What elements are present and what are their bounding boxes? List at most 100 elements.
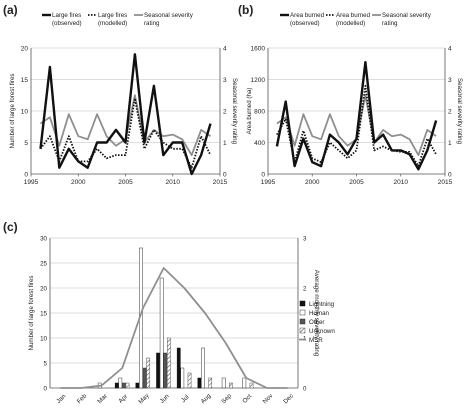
bar-human: [180, 367, 185, 389]
y-tick-label: 0: [44, 386, 48, 393]
y2-tick-label: 3: [448, 77, 452, 84]
panel-a-series: [39, 53, 212, 176]
panel-c-label: (c): [3, 220, 18, 234]
bar-human: [159, 277, 164, 389]
bar-other: [142, 367, 147, 389]
x-tick-label: 2005: [118, 179, 133, 186]
panel-c-axes: 0510152025300123JanFebMarAprMayJunJulAug…: [28, 236, 320, 406]
y-axis-label: Area burned (ha): [246, 88, 253, 135]
legend-label: rating: [382, 20, 398, 27]
y-tick-label: 400: [254, 140, 265, 147]
bar-unknown: [229, 382, 233, 389]
bar-lightning: [197, 377, 202, 389]
panel-c-monthly-fires: (c) 0510152025300123JanFebMarAprMayJunJu…: [3, 220, 335, 406]
bar-unknown: [187, 372, 192, 389]
y-tick-label: 1600: [251, 46, 266, 53]
x-tick-label: 2000: [71, 179, 86, 186]
y-tick-label: 5: [24, 140, 28, 147]
legend-label: Unknown: [309, 328, 335, 335]
x-tick-label: Oct: [241, 393, 253, 405]
legend-label: Seasonal severity: [382, 12, 432, 19]
x-tick-label: May: [137, 392, 151, 406]
panel-c-series: [60, 267, 288, 389]
y2-tick-label: 2: [223, 109, 227, 116]
y2-tick-label: 1: [448, 140, 452, 147]
y-tick-label: 30: [40, 236, 47, 243]
legend-label: Human: [309, 310, 330, 317]
y-tick-label: 25: [40, 261, 47, 268]
legend-label: Area burned: [290, 12, 325, 19]
bar-lightning: [156, 352, 160, 389]
y2-tick-label: 4: [448, 46, 452, 53]
panel-b-series: [275, 61, 438, 171]
bar-unknown: [208, 377, 213, 389]
legend-label: Seasonal severity: [144, 12, 194, 19]
series-line-large-fires-modelled-: [39, 97, 212, 169]
legend-swatch: [299, 318, 306, 325]
legend-label: (modelled): [98, 20, 127, 27]
bar-human: [221, 377, 226, 389]
x-tick-label: 1995: [24, 179, 39, 186]
bar-lightning: [176, 347, 181, 389]
x-tick-label: Dec: [282, 393, 295, 406]
panel-c-legend: Lightning Human Other Unknown MSR: [299, 300, 335, 344]
legend-label: (observed): [52, 20, 82, 27]
panel-b-axes: 0 400 800 1200 1600 0 1 2 3 4 1995 2000 2005 2010 2015…: [246, 46, 463, 187]
bar-human: [242, 377, 247, 389]
panel-c-grid: [50, 237, 298, 364]
bar-human: [201, 347, 205, 389]
x-tick-label: Feb: [76, 392, 89, 405]
x-tick-label: 2015: [438, 179, 453, 186]
y-tick-label: 20: [21, 46, 29, 53]
y-tick-label: 5: [44, 361, 48, 368]
y-tick-label: 0: [24, 172, 28, 179]
y-tick-label: 15: [40, 311, 47, 318]
legend-label: Other: [309, 319, 324, 326]
series-line-large-fires-observed-: [39, 53, 212, 176]
panel-a-legend: Large fires(observed)Large fires(modelle…: [42, 12, 194, 27]
panel-b-area-burned: (b) Area burned(observed)Area burned(mod…: [238, 3, 463, 186]
y-tick-label: 1200: [251, 77, 266, 84]
y2-tick-label: 2: [448, 109, 452, 116]
legend-swatch: [299, 327, 306, 334]
x-tick-label: Jul: [180, 394, 191, 405]
x-tick-label: Sep: [220, 392, 233, 405]
y-tick-label: 10: [40, 336, 47, 343]
y-tick-label: 15: [21, 77, 29, 84]
x-tick-label: 1995: [261, 179, 276, 186]
legend-label: rating: [144, 20, 160, 27]
x-tick-label: 2015: [213, 179, 228, 186]
x-tick-label: Apr: [117, 393, 129, 405]
panel-a-fire-counts: (a) Large fires(observed)Large fires(mod…: [3, 3, 238, 186]
bar-other: [163, 352, 168, 389]
y2-axis-label: Average monthly severity rating: [313, 270, 320, 357]
x-tick-label: 2010: [394, 179, 409, 186]
legend-swatch: [299, 309, 306, 316]
y2-axis-label: Seasonal severity rating: [456, 78, 463, 145]
x-tick-label: Nov: [262, 392, 275, 405]
panel-b-grid: [268, 47, 445, 143]
legend-swatch: [299, 300, 306, 307]
bar-lightning: [114, 382, 119, 389]
legend-label: Area burned: [336, 12, 371, 19]
bar-unknown: [249, 382, 254, 389]
bar-unknown: [167, 337, 171, 389]
y2-tick-label: 0: [303, 386, 307, 393]
y-axis-label: Number of large forest fires: [28, 276, 35, 351]
x-tick-label: Jun: [159, 393, 171, 405]
y2-tick-label: 1: [223, 140, 227, 147]
x-tick-label: 2000: [305, 179, 320, 186]
x-tick-label: 2010: [166, 179, 181, 186]
x-tick-label: 2005: [349, 179, 364, 186]
y-axis-label: Number of large forest fires: [9, 74, 16, 149]
bar-unknown: [125, 382, 130, 389]
y-tick-label: 20: [40, 286, 47, 293]
panel-b-label: (b): [238, 3, 253, 17]
x-tick-label: Jan: [55, 393, 67, 405]
bar-unknown: [146, 357, 151, 389]
legend-label: (observed): [290, 20, 320, 27]
panel-c-bars: [97, 247, 254, 389]
y2-tick-label: 3: [303, 236, 307, 243]
y2-tick-label: 2: [303, 286, 307, 293]
